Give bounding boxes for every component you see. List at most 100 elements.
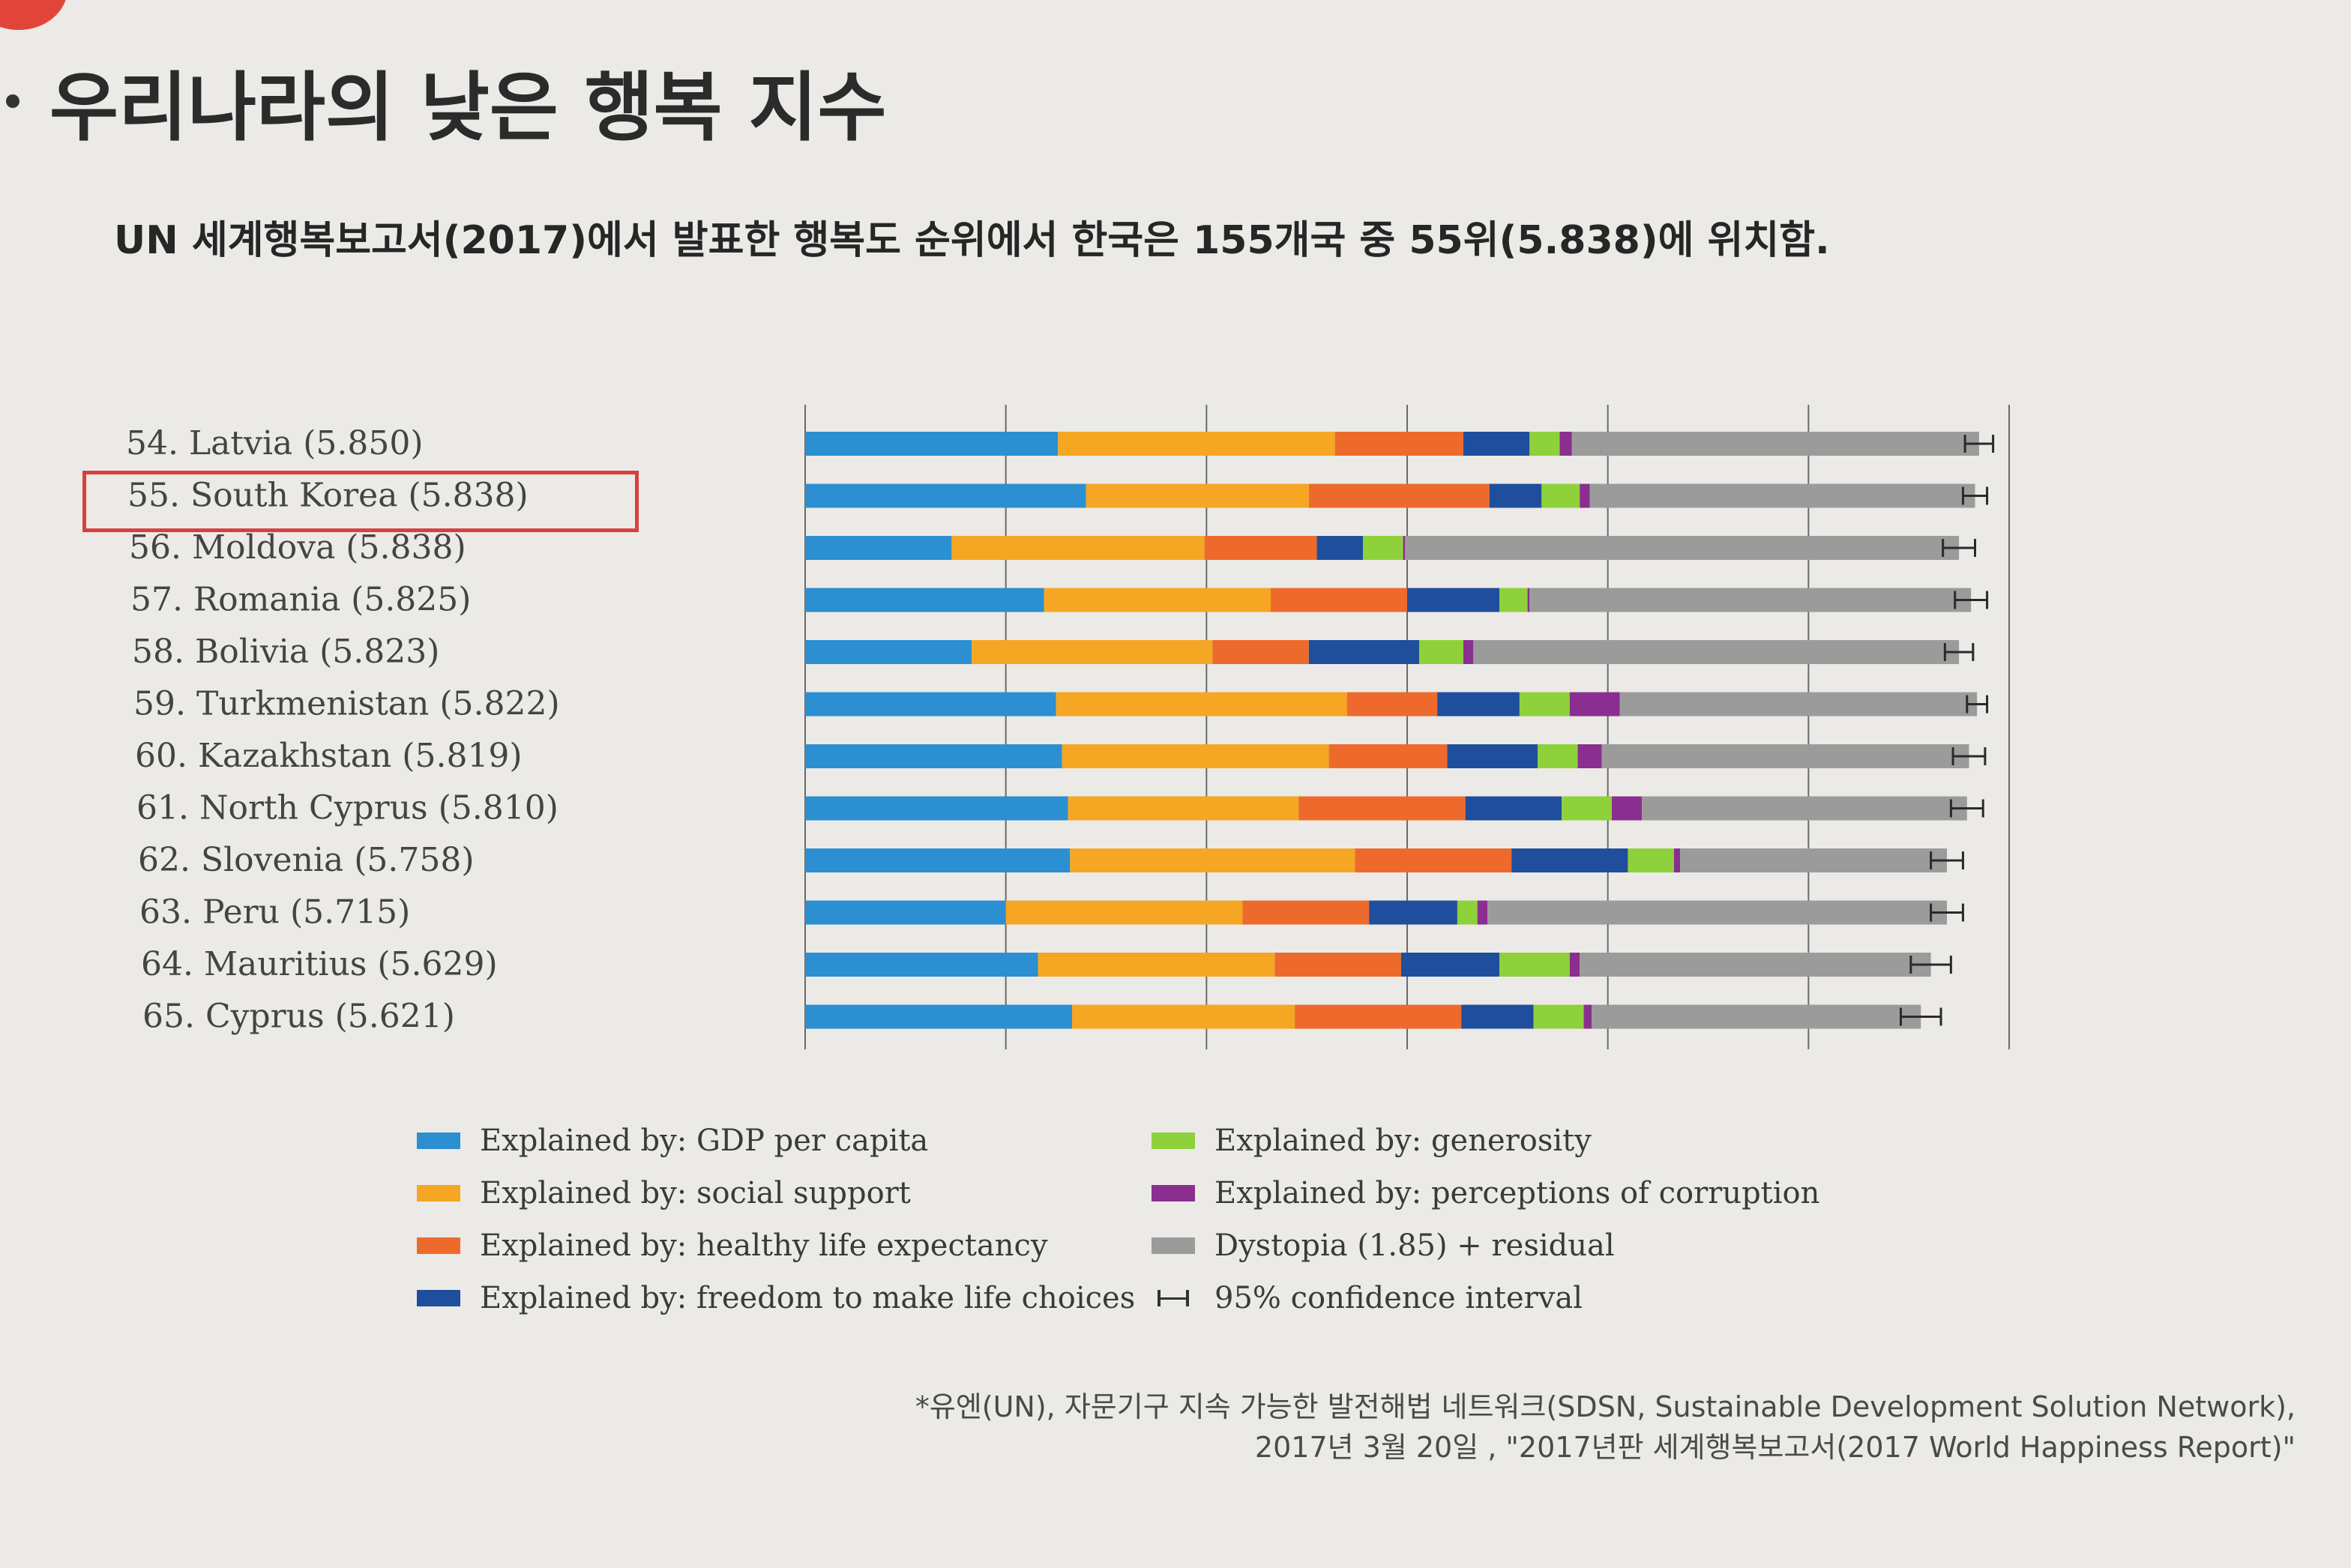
- bar-segment-dystopia: [1571, 432, 1979, 456]
- bar-segment-gdp: [805, 588, 1044, 612]
- bar-segment-generosity: [1457, 900, 1478, 925]
- bar-segment-social: [951, 536, 1205, 560]
- bar-segment-corruption: [1569, 692, 1620, 717]
- bar-segment-generosity: [1519, 692, 1570, 717]
- country-label: 55. South Korea (5.838): [127, 477, 529, 515]
- bar-segment-gdp: [805, 1004, 1072, 1029]
- chart-legend: Explained by: GDP per capita Explained by…: [417, 1124, 1819, 1315]
- bar-segment-corruption: [1583, 1004, 1592, 1029]
- source-line-2: 2017년 3월 20일 , "2017년판 세계행복보고서(2017 Worl…: [1254, 1431, 2296, 1464]
- country-label: 59. Turkmenistan (5.822): [133, 685, 560, 723]
- bar-segment-freedom: [1489, 483, 1542, 508]
- bar-segment-generosity: [1499, 588, 1528, 612]
- happiness-stacked-bar-chart: 54. Latvia (5.850) 55. South Korea (5.838…: [126, 405, 2010, 1049]
- bar-segment-social: [1056, 692, 1347, 717]
- bar-segment-gdp: [805, 953, 1038, 977]
- bar-segment-corruption: [1463, 640, 1474, 664]
- bar-segment-freedom: [1463, 432, 1530, 456]
- country-label: 64. Mauritius (5.629): [141, 945, 498, 983]
- bar-segment-corruption: [1559, 432, 1572, 456]
- country-label: 57. Romania (5.825): [130, 581, 471, 619]
- confidence-interval-icon: [1152, 1290, 1195, 1306]
- confidence-interval: [1951, 747, 1987, 765]
- bar-segment-gdp: [805, 640, 972, 664]
- bar-segment-corruption: [1673, 848, 1681, 872]
- bar-segment-freedom: [1447, 744, 1538, 768]
- bar-segment-social: [1086, 483, 1309, 508]
- bar-segment-dystopia: [1592, 1004, 1921, 1029]
- bar-segment-health: [1355, 848, 1512, 872]
- bar-segment-social: [1005, 900, 1243, 925]
- subtitle: UN 세계행복보고서(2017)에서 발표한 행복도 순위에서 한국은 155개…: [114, 218, 1830, 263]
- bar-segment-freedom: [1316, 536, 1364, 560]
- bar-segment-generosity: [1529, 432, 1560, 456]
- bar-segment-social: [1038, 953, 1275, 977]
- legend-swatch: [417, 1133, 460, 1149]
- bar-segment-generosity: [1533, 1004, 1584, 1029]
- legend-swatch: [417, 1237, 460, 1254]
- bar-segment-social: [1071, 1004, 1295, 1029]
- bar-segment-social: [1062, 744, 1329, 768]
- legend-swatch: [1152, 1185, 1195, 1201]
- bar-segment-social: [972, 640, 1213, 664]
- bullet-icon: [6, 94, 19, 108]
- bar-segment-generosity: [1537, 744, 1578, 768]
- legend-label: Explained by: healthy life expectancy: [480, 1228, 1048, 1263]
- bar-segment-social: [1044, 588, 1271, 612]
- legend-label: 95% confidence interval: [1214, 1281, 1583, 1315]
- bar-segment-gdp: [805, 744, 1062, 768]
- bar-segment-dystopia: [1529, 588, 1972, 612]
- bar-segment-dystopia: [1487, 900, 1948, 925]
- legend-item-freedom: Explained by: freedom to make life choic…: [417, 1281, 1152, 1315]
- bar-segment-health: [1212, 640, 1309, 664]
- legend-label: Dystopia (1.85) + residual: [1214, 1228, 1615, 1263]
- bar-segment-generosity: [1628, 848, 1674, 872]
- country-label: 56. Moldova (5.838): [129, 528, 466, 567]
- legend-item-generosity: Explained by: generosity: [1152, 1124, 1796, 1158]
- bar-segment-gdp: [805, 900, 1006, 925]
- bar-segment-health: [1334, 432, 1463, 456]
- confidence-interval: [1961, 486, 1989, 505]
- bar-segment-dystopia: [1473, 640, 1960, 664]
- confidence-interval: [1943, 643, 1975, 661]
- bar-segment-corruption: [1580, 483, 1590, 508]
- bar-segment-freedom: [1308, 640, 1420, 664]
- bar-segment-gdp: [805, 432, 1059, 456]
- bar-segment-health: [1270, 588, 1407, 612]
- source-note: *유엔(UN), 자문기구 지속 가능한 발전해법 네트워크(SDSN, Sus…: [915, 1387, 2296, 1468]
- legend-label: Explained by: perceptions of corruption: [1214, 1176, 1820, 1210]
- country-label: 63. Peru (5.715): [139, 893, 410, 932]
- legend-item-gdp: Explained by: GDP per capita: [417, 1124, 1152, 1158]
- bar-segment-generosity: [1499, 953, 1570, 977]
- legend-item-social: Explained by: social support: [417, 1176, 1152, 1210]
- bar-segment-dystopia: [1601, 744, 1969, 768]
- bar-segment-health: [1298, 796, 1466, 821]
- legend-label: Explained by: social support: [480, 1176, 911, 1210]
- bar-segment-freedom: [1511, 848, 1628, 872]
- bar-segment-health: [1242, 900, 1370, 925]
- bar-segment-dystopia: [1589, 483, 1975, 508]
- bar-segment-health: [1346, 692, 1438, 717]
- bar-segment-dystopia: [1405, 536, 1960, 560]
- confidence-interval: [1942, 539, 1976, 557]
- legend-swatch: [1152, 1237, 1195, 1254]
- bar-segment-gdp: [805, 483, 1086, 508]
- bar-segment-gdp: [805, 796, 1068, 821]
- bar-segment-health: [1308, 483, 1490, 508]
- confidence-interval: [1899, 1007, 1942, 1026]
- bar-segment-gdp: [805, 848, 1071, 872]
- bar-segment-freedom: [1407, 588, 1500, 612]
- heading-text: 우리나라의 낮은 행복 지수: [49, 64, 887, 151]
- legend-swatch: [417, 1290, 460, 1306]
- bar-segment-gdp: [805, 692, 1056, 717]
- bar-segment-freedom: [1461, 1004, 1534, 1029]
- bar-segment-generosity: [1363, 536, 1403, 560]
- bar-segment-dystopia: [1642, 796, 1967, 821]
- legend-item-health: Explained by: healthy life expectancy: [417, 1228, 1152, 1263]
- bar-segment-corruption: [1612, 796, 1643, 821]
- bar-segment-health: [1295, 1004, 1462, 1029]
- source-line-1: *유엔(UN), 자문기구 지속 가능한 발전해법 네트워크(SDSN, Sus…: [915, 1390, 2296, 1423]
- bar-segment-corruption: [1577, 744, 1602, 768]
- bar-segment-health: [1328, 744, 1448, 768]
- bar-segment-freedom: [1369, 900, 1457, 925]
